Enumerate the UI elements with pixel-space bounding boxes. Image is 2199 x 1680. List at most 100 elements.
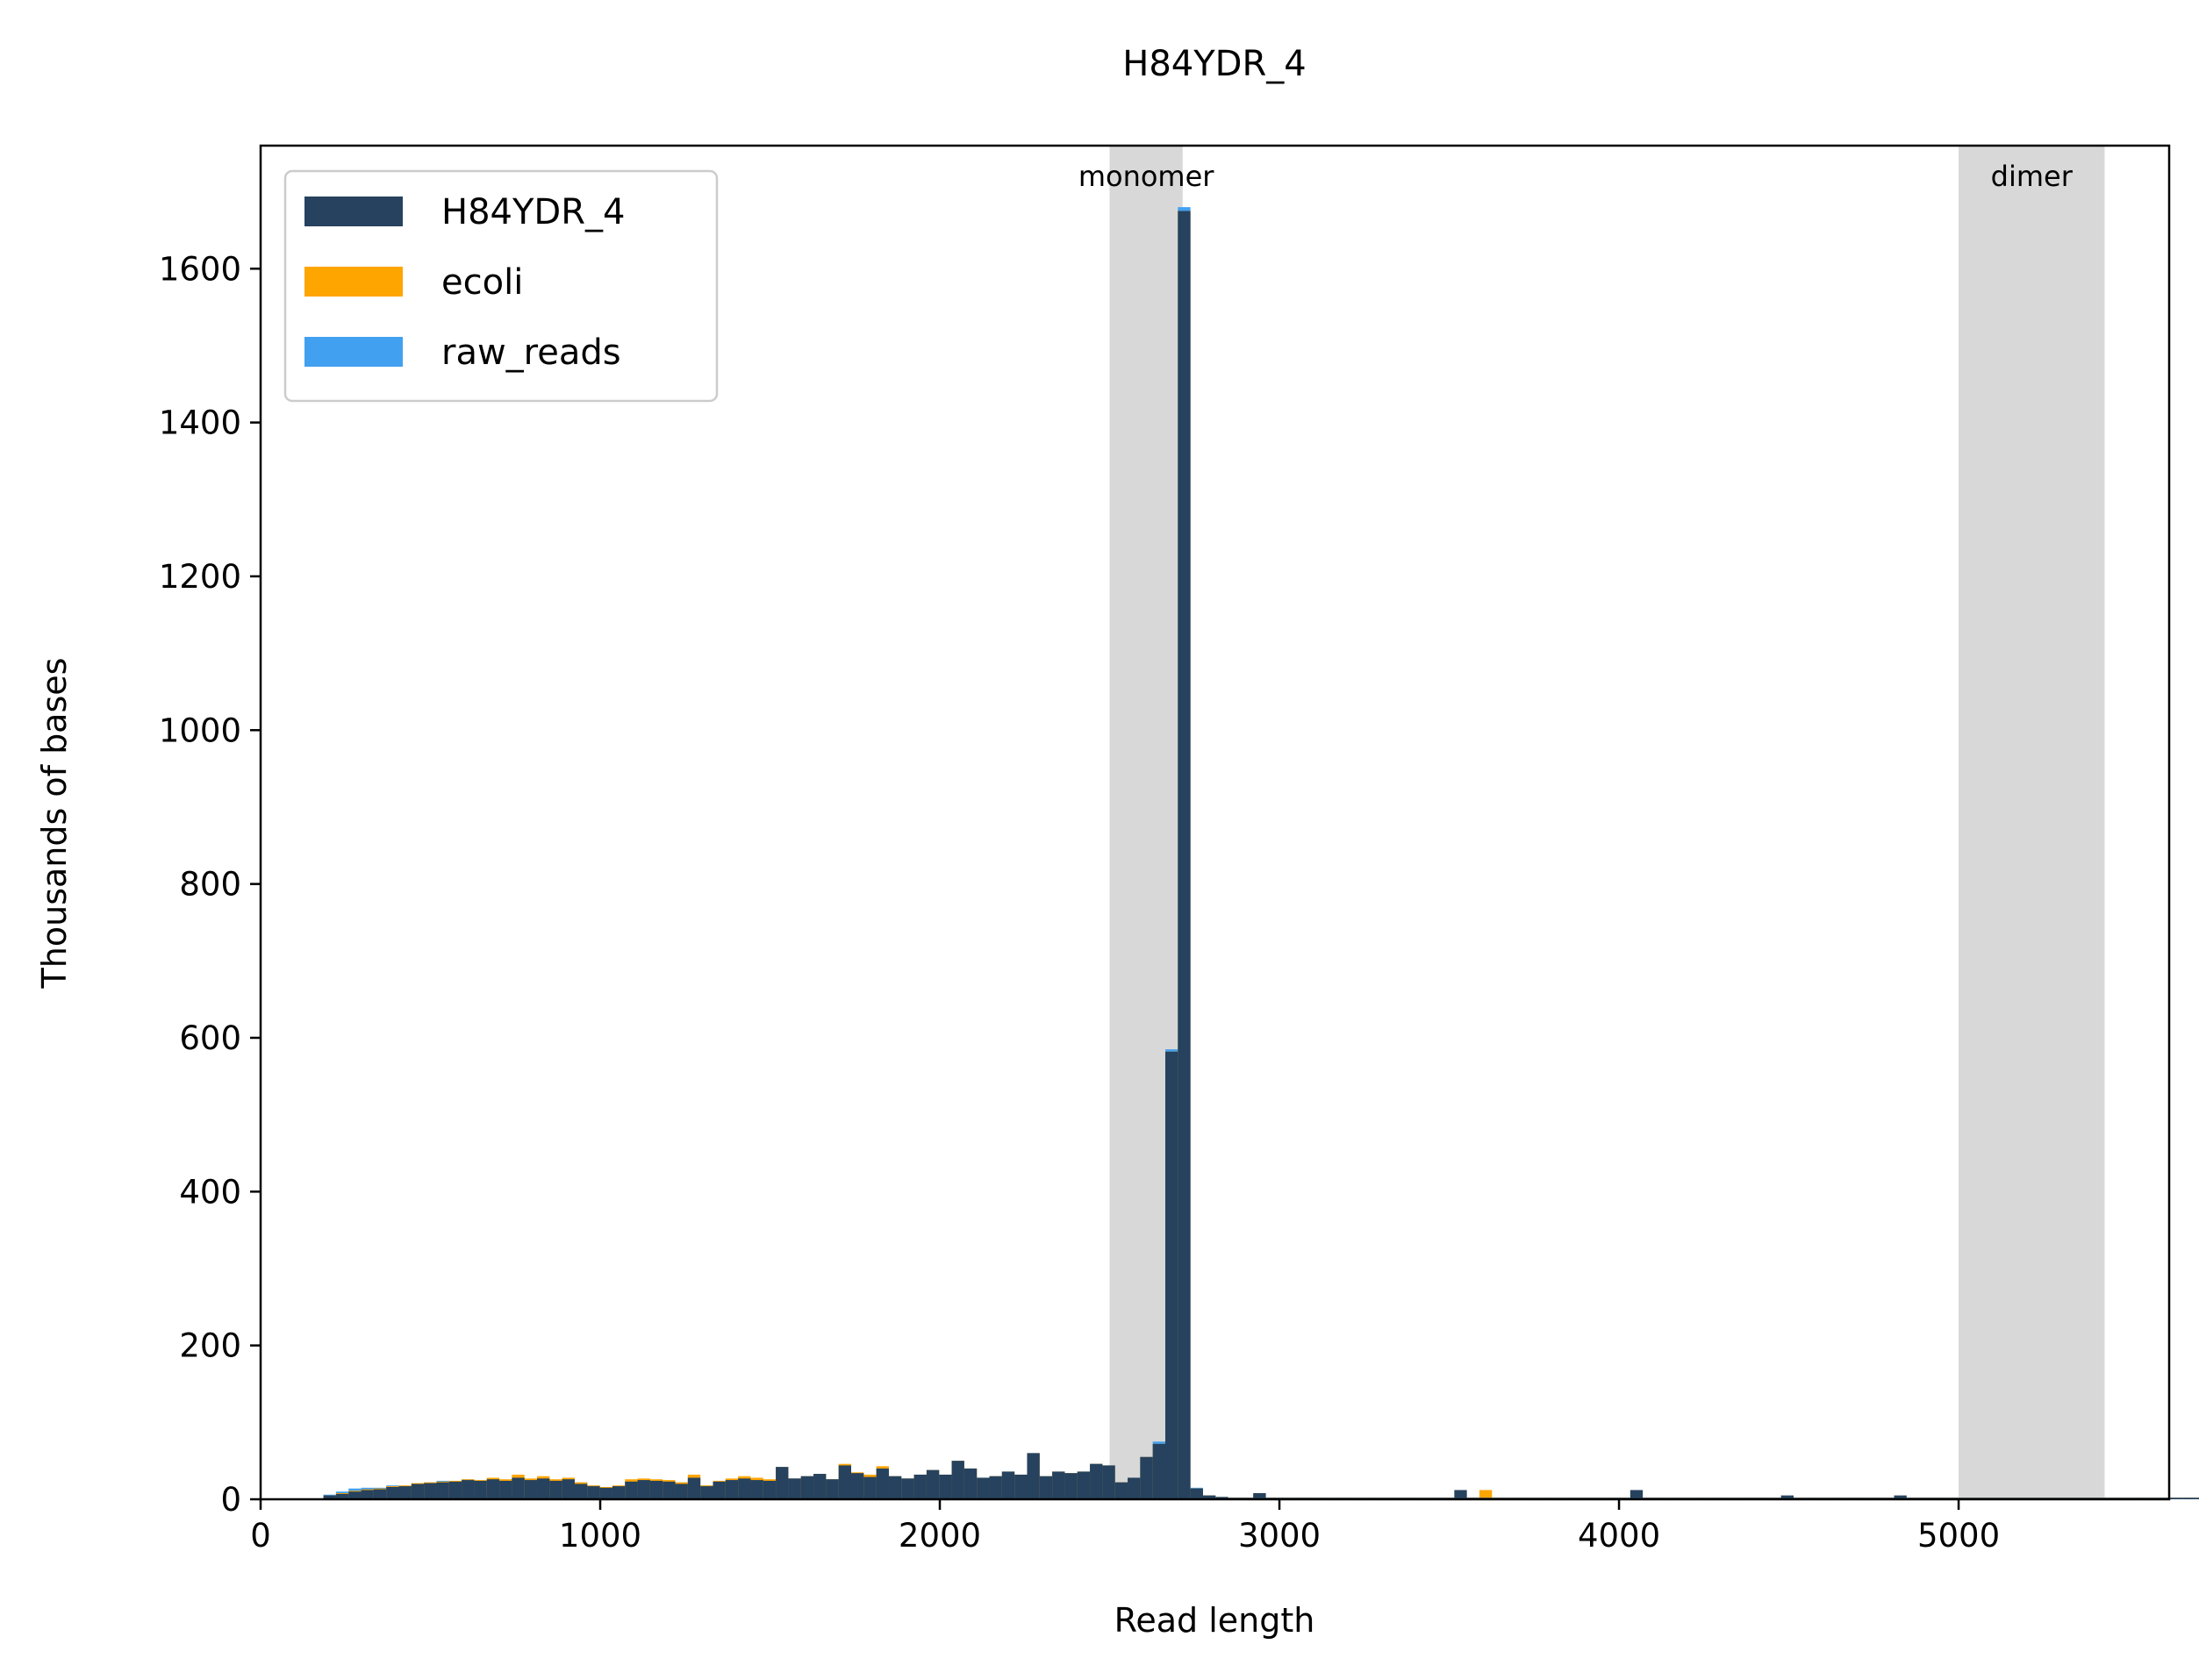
bar-ecoli — [1479, 1490, 1493, 1499]
bar-H84YDR_4 — [1454, 1490, 1467, 1499]
band-label-dimer: dimer — [1991, 160, 2074, 193]
bar-H84YDR_4 — [335, 1493, 349, 1499]
y-tick-label: 400 — [179, 1173, 241, 1211]
legend-label-H84YDR_4: H84YDR_4 — [441, 192, 625, 232]
bar-H84YDR_4 — [1114, 1482, 1128, 1499]
bar-H84YDR_4 — [1039, 1476, 1053, 1499]
bar-H84YDR_4 — [977, 1477, 990, 1499]
bar-H84YDR_4 — [2182, 1498, 2196, 1499]
bar-H84YDR_4 — [436, 1482, 449, 1499]
bar-H84YDR_4 — [1215, 1497, 1228, 1499]
y-axis-ticks: 0 200 400 600 800 1000 1200 1400 1600 — [159, 250, 261, 1519]
x-tick-label: 2000 — [899, 1517, 981, 1555]
bar-H84YDR_4 — [361, 1490, 374, 1499]
y-tick-label: 800 — [179, 866, 241, 904]
bar-H84YDR_4 — [1190, 1488, 1203, 1499]
series-ecoli — [323, 211, 2199, 1499]
bar-H84YDR_4 — [562, 1479, 575, 1499]
bar-H84YDR_4 — [838, 1465, 852, 1499]
y-tick-label: 600 — [179, 1019, 241, 1057]
bar-H84YDR_4 — [1630, 1490, 1644, 1499]
bar-H84YDR_4 — [1780, 1495, 1794, 1499]
bar-H84YDR_4 — [1001, 1471, 1015, 1499]
bar-H84YDR_4 — [1077, 1471, 1091, 1499]
bar-H84YDR_4 — [398, 1486, 412, 1499]
bar-H84YDR_4 — [750, 1480, 763, 1499]
bar-H84YDR_4 — [512, 1477, 525, 1499]
x-tick-label: 0 — [250, 1517, 271, 1555]
y-tick-label: 0 — [220, 1481, 241, 1519]
bar-H84YDR_4 — [888, 1476, 902, 1499]
x-tick-label: 5000 — [1917, 1517, 2000, 1555]
bar-H84YDR_4 — [1014, 1474, 1028, 1499]
bar-H84YDR_4 — [913, 1474, 927, 1499]
bar-H84YDR_4 — [1164, 1051, 1178, 1499]
bar-H84YDR_4 — [700, 1486, 713, 1499]
x-tick-label: 1000 — [559, 1517, 641, 1555]
bar-H84YDR_4 — [675, 1483, 688, 1499]
bar-H84YDR_4 — [776, 1467, 789, 1499]
x-tick-label: 3000 — [1238, 1517, 1321, 1555]
bar-H84YDR_4 — [989, 1476, 1002, 1499]
y-tick-label: 1200 — [159, 558, 241, 596]
bar-H84YDR_4 — [637, 1480, 650, 1499]
bar-H84YDR_4 — [612, 1486, 626, 1499]
series-H84YDR_4 — [323, 211, 2199, 1499]
bar-H84YDR_4 — [348, 1491, 362, 1499]
bar-H84YDR_4 — [851, 1473, 864, 1499]
bar-H84YDR_4 — [663, 1481, 676, 1499]
bar-H84YDR_4 — [2195, 1498, 2199, 1499]
x-tick-label: 4000 — [1578, 1517, 1660, 1555]
legend-swatch-ecoli — [304, 267, 403, 297]
bar-H84YDR_4 — [474, 1480, 487, 1499]
legend-swatch-H84YDR_4 — [304, 197, 403, 226]
plot-frame — [259, 144, 2171, 1501]
bar-H84YDR_4 — [2170, 1498, 2183, 1499]
bar-H84YDR_4 — [1178, 211, 1191, 1499]
y-tick-label: 1400 — [159, 404, 241, 442]
bar-H84YDR_4 — [800, 1476, 814, 1499]
bar-H84YDR_4 — [713, 1481, 726, 1499]
bar-H84YDR_4 — [763, 1480, 777, 1499]
bar-H84YDR_4 — [738, 1478, 751, 1499]
bar-H84YDR_4 — [1102, 1465, 1115, 1499]
bar-H84YDR_4 — [587, 1486, 600, 1499]
bar-H84YDR_4 — [323, 1495, 336, 1499]
bar-H84YDR_4 — [813, 1474, 827, 1499]
bar-H84YDR_4 — [788, 1478, 801, 1499]
bar-H84YDR_4 — [411, 1483, 425, 1499]
band-dimer — [1959, 146, 2105, 1499]
bar-H84YDR_4 — [373, 1489, 387, 1499]
y-tick-label: 1000 — [159, 711, 241, 749]
bar-H84YDR_4 — [574, 1483, 588, 1499]
bar-H84YDR_4 — [963, 1468, 978, 1499]
bar-H84YDR_4 — [926, 1469, 940, 1499]
highlight-bands: monomer dimer — [1078, 146, 2105, 1499]
y-axis-label: Thousands of bases — [35, 658, 74, 990]
x-axis-label: Read length — [1114, 1601, 1315, 1640]
y-tick-label: 200 — [179, 1327, 241, 1365]
bar-H84YDR_4 — [1894, 1495, 1907, 1499]
bar-H84YDR_4 — [1152, 1443, 1165, 1499]
legend-swatch-raw_reads — [304, 337, 403, 367]
y-tick-label: 1600 — [159, 250, 241, 288]
bar-H84YDR_4 — [876, 1468, 889, 1499]
bar-H84YDR_4 — [549, 1480, 562, 1499]
bar-H84YDR_4 — [1128, 1477, 1141, 1499]
x-axis-ticks: 0 1000 2000 3000 4000 5000 — [250, 1499, 2000, 1555]
bar-H84YDR_4 — [649, 1480, 663, 1499]
bar-H84YDR_4 — [486, 1479, 500, 1499]
bar-H84YDR_4 — [687, 1477, 701, 1499]
bar-H84YDR_4 — [1140, 1456, 1153, 1499]
bar-H84YDR_4 — [599, 1487, 612, 1499]
bar-H84YDR_4 — [1202, 1495, 1216, 1499]
bar-H84YDR_4 — [1064, 1473, 1078, 1499]
bar-H84YDR_4 — [386, 1486, 399, 1499]
legend-label-ecoli: ecoli — [441, 262, 523, 303]
bar-H84YDR_4 — [939, 1474, 952, 1499]
bar-H84YDR_4 — [524, 1480, 538, 1499]
bar-H84YDR_4 — [448, 1481, 462, 1499]
band-label-monomer: monomer — [1078, 160, 1214, 193]
